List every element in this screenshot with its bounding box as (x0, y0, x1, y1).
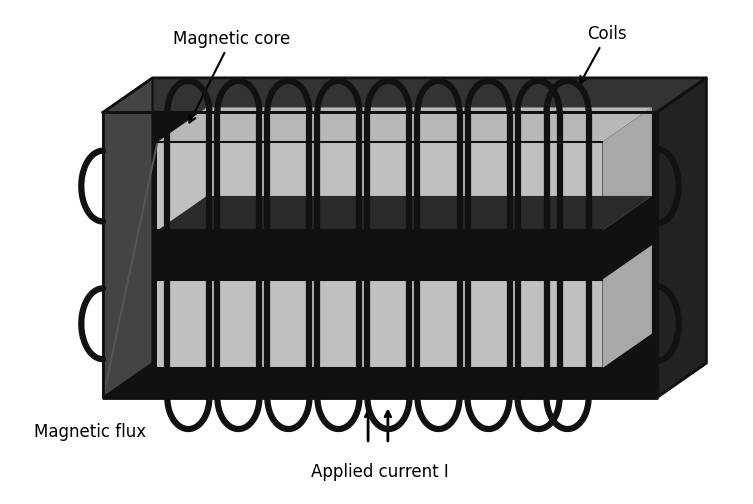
Polygon shape (157, 280, 602, 368)
Text: Magnetic flux: Magnetic flux (34, 423, 146, 441)
Text: Magnetic core: Magnetic core (173, 30, 290, 122)
Polygon shape (157, 196, 652, 230)
Polygon shape (157, 142, 602, 230)
Polygon shape (657, 78, 706, 398)
Polygon shape (103, 78, 153, 398)
Polygon shape (602, 107, 652, 230)
Polygon shape (157, 107, 652, 142)
Text: Coils: Coils (581, 25, 627, 83)
Polygon shape (157, 230, 602, 280)
Polygon shape (103, 112, 657, 398)
Polygon shape (602, 245, 652, 368)
Text: Applied current I: Applied current I (311, 464, 449, 481)
Polygon shape (103, 78, 706, 112)
